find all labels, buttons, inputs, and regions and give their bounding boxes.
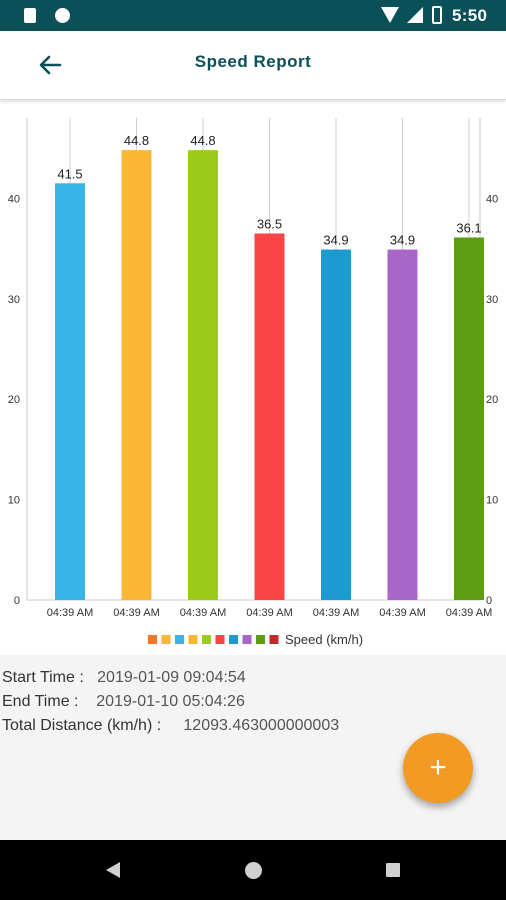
sd-card-icon — [24, 8, 36, 23]
bar-value-label: 34.9 — [323, 233, 348, 248]
legend-swatch — [161, 635, 171, 644]
legend-swatch — [269, 635, 279, 644]
start-time-label: Start Time : — [2, 669, 84, 686]
status-bar: 5:50 — [0, 0, 506, 31]
end-time-value: 2019-01-10 05:04:26 — [96, 693, 245, 710]
legend-label: Speed (km/h) — [285, 632, 363, 647]
wifi-icon — [381, 7, 399, 23]
legend-swatch — [256, 635, 265, 644]
bar-value-label: 36.5 — [257, 216, 282, 231]
bar — [55, 183, 85, 600]
status-time: 5:50 — [452, 6, 488, 25]
circle-icon — [55, 8, 70, 23]
bar-value-label: 41.5 — [57, 166, 82, 181]
legend-swatch — [229, 635, 238, 644]
start-time-row: Start Time : 2019-01-09 09:04:54 — [2, 669, 246, 687]
speed-chart: 0 0 10 10 20 20 30 30 40 40 41.5 04:39 AM 44.8 04:39 … — [0, 100, 506, 655]
legend-swatch — [188, 635, 198, 644]
y-tick-label-right: 0 — [486, 595, 492, 607]
bar — [121, 150, 152, 600]
nav-home-icon[interactable] — [245, 862, 262, 879]
y-tick-label-left: 10 — [8, 495, 20, 507]
x-tick-label: 04:39 AM — [446, 607, 492, 619]
app-bar: Speed Report — [0, 31, 506, 100]
report-info: Start Time : 2019-01-09 09:04:54 End Tim… — [0, 655, 506, 840]
bar — [454, 237, 484, 600]
bar — [188, 150, 218, 600]
y-tick-label-right: 10 — [486, 495, 498, 507]
y-tick-label-left: 20 — [8, 394, 20, 406]
start-time-value: 2019-01-09 09:04:54 — [97, 669, 246, 686]
nav-recent-icon[interactable] — [386, 863, 400, 877]
bar — [254, 233, 285, 600]
y-tick-label-right: 40 — [486, 193, 498, 205]
arrow-left-icon — [39, 55, 62, 75]
legend-swatch — [215, 635, 225, 644]
y-tick-label-right: 30 — [486, 294, 498, 306]
bar — [387, 249, 418, 600]
navigation-bar — [0, 840, 506, 900]
bar-value-label: 34.9 — [390, 233, 415, 248]
x-tick-label: 04:39 AM — [379, 607, 425, 619]
signal-icon — [407, 7, 423, 23]
x-tick-label: 04:39 AM — [113, 607, 159, 619]
y-tick-label-left: 40 — [8, 193, 20, 205]
x-tick-label: 04:39 AM — [180, 607, 226, 619]
total-distance-label: Total Distance (km/h) : — [2, 717, 162, 734]
x-tick-label: 04:39 AM — [246, 607, 292, 619]
add-button[interactable]: + — [403, 733, 473, 803]
page-title: Speed Report — [194, 52, 312, 71]
back-button[interactable] — [34, 49, 66, 81]
total-distance-value: 12093.463000000003 — [183, 717, 340, 734]
legend-swatch — [175, 635, 184, 644]
x-tick-label: 04:39 AM — [313, 607, 359, 619]
battery-icon — [432, 6, 442, 24]
end-time-row: End Time : 2019-01-10 05:04:26 — [2, 693, 245, 711]
total-distance-row: Total Distance (km/h) : 12093.4630000000… — [2, 717, 339, 735]
legend-swatch — [242, 635, 252, 644]
y-tick-label-right: 20 — [486, 394, 498, 406]
legend-swatch — [202, 635, 211, 644]
x-tick-label: 04:39 AM — [47, 607, 93, 619]
y-tick-label-left: 30 — [8, 294, 20, 306]
y-tick-label-left: 0 — [14, 595, 20, 607]
legend-swatch — [148, 635, 157, 644]
speed-chart-svg: 0 0 10 10 20 20 30 30 40 40 41.5 04:39 AM 44.8 04:39 … — [8, 118, 498, 647]
bar-value-label: 36.1 — [456, 220, 481, 235]
bar-value-label: 44.8 — [190, 133, 215, 148]
end-time-label: End Time : — [2, 693, 79, 710]
bar — [321, 249, 351, 600]
bar-value-label: 44.8 — [124, 133, 149, 148]
nav-back-icon[interactable] — [106, 862, 120, 878]
plus-icon: + — [429, 751, 447, 784]
